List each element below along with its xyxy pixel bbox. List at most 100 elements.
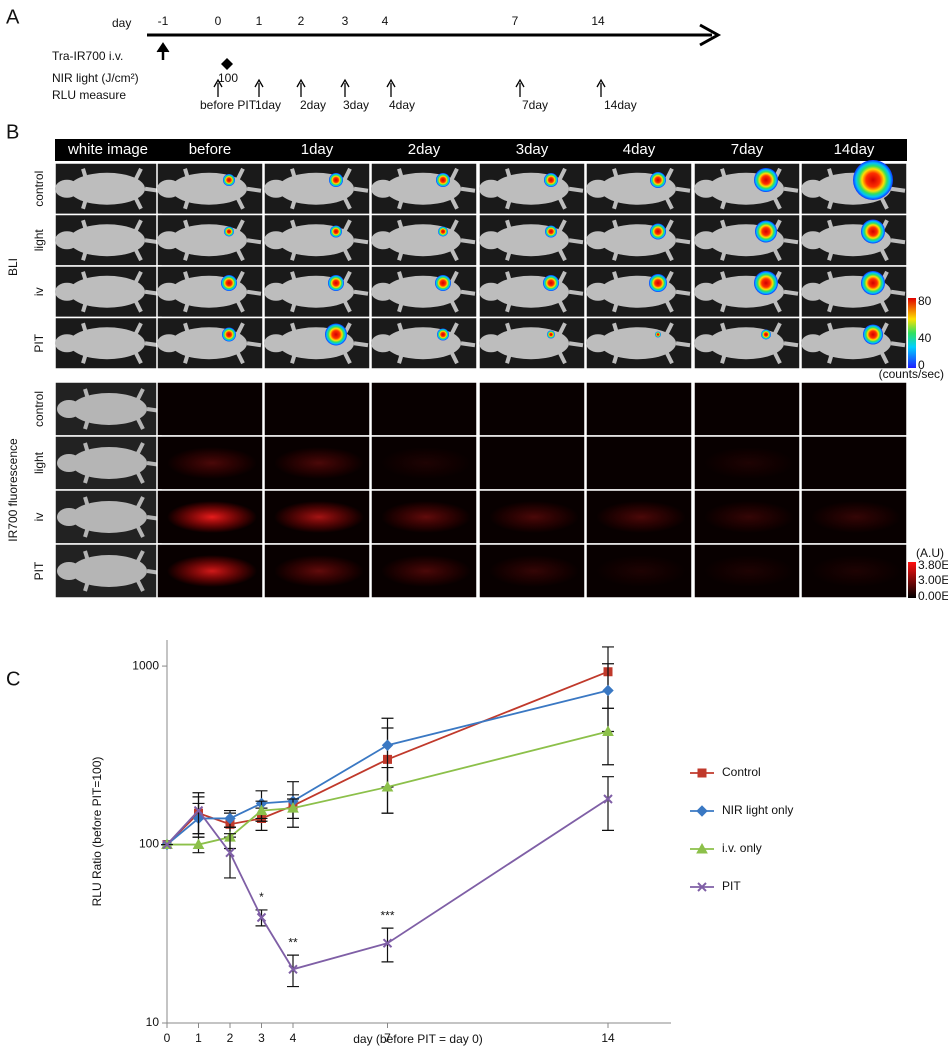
mouse-head <box>586 231 610 250</box>
column-header: 3day <box>516 141 549 158</box>
bli-signal <box>325 323 347 346</box>
error-bar <box>602 776 614 832</box>
row-label: NIR light (J/cm²) <box>52 71 139 85</box>
row-label: RLU measure <box>52 88 126 102</box>
day-label: 4 <box>382 14 389 28</box>
fluorescence-signal <box>381 501 471 533</box>
image-cell <box>800 381 908 437</box>
colorbar-label: 0 <box>918 358 925 372</box>
mouse-tail <box>246 341 262 348</box>
fluorescence-signal <box>489 555 579 587</box>
mouse-tail <box>890 238 906 245</box>
group-label: BLI <box>6 258 20 276</box>
bli-signal <box>754 271 778 295</box>
mouse-tail <box>568 186 584 193</box>
bli-signal <box>435 275 451 291</box>
arrow-head <box>596 78 606 88</box>
bli-signal <box>754 168 778 192</box>
arrow-head <box>386 78 396 88</box>
error-bar <box>287 954 299 988</box>
data-point <box>288 964 298 974</box>
mouse-tail <box>890 289 906 296</box>
data-point <box>193 805 204 816</box>
day-label: 2 <box>298 14 305 28</box>
fluorescence-signal <box>811 501 901 533</box>
x-tick-label: 2 <box>227 1031 234 1045</box>
mouse-head <box>264 179 288 198</box>
colorbar-label: 40 <box>918 331 932 345</box>
bli-signal <box>222 327 236 342</box>
mouse-body <box>493 224 569 257</box>
bli-signal <box>329 173 343 187</box>
mouse-body <box>69 327 145 360</box>
y-tick-label: 100 <box>139 837 159 851</box>
bli-signal <box>330 225 342 238</box>
bli-signal <box>436 173 450 187</box>
mouse-head <box>371 334 395 353</box>
data-point <box>192 838 205 850</box>
mouse-body <box>493 172 569 205</box>
mouse-head <box>264 231 288 250</box>
mouse-body <box>385 327 461 360</box>
mouse-body <box>385 224 461 257</box>
row-label: light <box>32 451 46 474</box>
data-point <box>162 839 172 850</box>
mouse-tail <box>783 238 799 245</box>
legend-marker <box>696 805 708 817</box>
x-tick-label: 1 <box>195 1031 202 1045</box>
column-header: white image <box>67 141 148 158</box>
mouse-head <box>57 562 81 580</box>
legend-label: Control <box>722 765 761 779</box>
y-axis-title: RLU Ratio (before PIT=100) <box>90 757 104 907</box>
mouse-body <box>385 172 461 205</box>
x-tick-label: 0 <box>164 1031 171 1045</box>
column-header: 1day <box>301 141 334 158</box>
day-label: 3 <box>342 14 349 28</box>
error-bar <box>602 707 614 766</box>
day-label: 1 <box>256 14 263 28</box>
measure-label: 1day <box>255 98 281 112</box>
legend-marker <box>697 882 707 892</box>
fluorescence-signal <box>381 555 471 587</box>
mouse-body <box>171 327 247 360</box>
mouse-body <box>71 447 147 479</box>
mouse-head <box>586 282 610 301</box>
fluorescence-signal <box>274 501 364 533</box>
y-tick-label: 10 <box>146 1015 160 1029</box>
group-label: IR700 fluorescence <box>6 438 20 542</box>
image-cell <box>585 435 693 491</box>
y-tick-label: 1000 <box>132 658 159 672</box>
mouse-head <box>801 282 825 301</box>
data-point <box>287 802 299 813</box>
day-label: 0 <box>215 14 222 28</box>
bli-signal <box>755 220 777 243</box>
image-cell <box>263 381 371 437</box>
colorbar <box>908 298 916 368</box>
mouse-head <box>801 334 825 353</box>
panel-label: A <box>6 6 20 28</box>
mouse-body <box>71 555 147 587</box>
mouse-body <box>493 327 569 360</box>
mouse-head <box>55 179 79 198</box>
fluorescence-signal <box>381 447 471 479</box>
mouse-head <box>371 282 395 301</box>
mouse-head <box>55 282 79 301</box>
fluorescence-signal <box>704 501 794 533</box>
fluorescence-signal <box>167 447 257 479</box>
fluorescence-signal <box>167 555 257 587</box>
data-point <box>381 781 394 792</box>
measure-label: 2day <box>300 98 326 112</box>
mouse-body <box>708 327 784 360</box>
x-tick-label: 4 <box>290 1031 297 1045</box>
fluorescence-signal <box>596 501 686 533</box>
fluorescence-signal <box>811 555 901 587</box>
mouse-head <box>57 454 81 472</box>
row-label: Tra-IR700 i.v. <box>52 49 123 63</box>
mouse-head <box>264 334 288 353</box>
fluorescence-signal <box>274 447 364 479</box>
timeline-arrowhead <box>699 23 722 47</box>
arrow-head <box>340 78 350 88</box>
x-tick-label: 7 <box>384 1031 391 1045</box>
data-point <box>602 684 614 697</box>
mouse-head <box>157 282 181 301</box>
